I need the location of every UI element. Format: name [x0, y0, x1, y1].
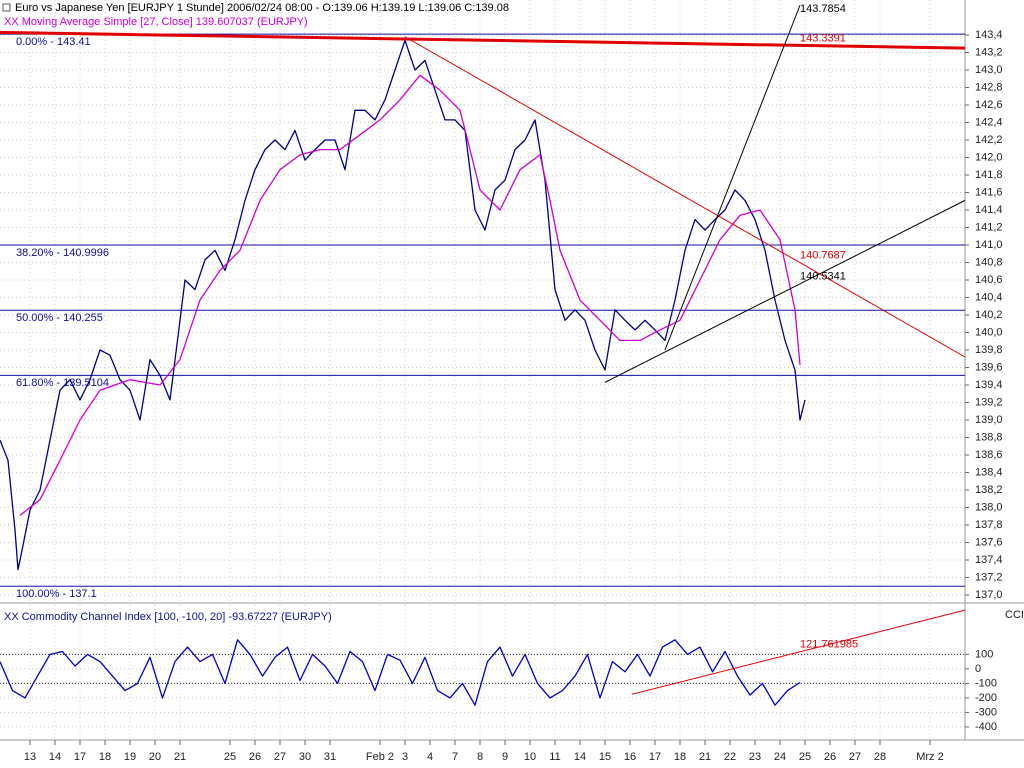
x-tick-label: 13 — [24, 751, 36, 763]
x-tick-label: 27 — [274, 751, 286, 763]
y-tick-label: 137,6 — [975, 536, 1003, 548]
x-tick-label: 28 — [874, 751, 886, 763]
trend-label: 143.3391 — [800, 32, 846, 44]
y-tick-label: 142,0 — [975, 151, 1003, 163]
y-tick-label: 142,4 — [975, 116, 1003, 128]
y-tick-label: 137,8 — [975, 519, 1003, 531]
x-tick-label: 21 — [699, 751, 711, 763]
x-tick-label: 30 — [299, 751, 311, 763]
y-tick-label: 140,2 — [975, 309, 1003, 321]
y-tick-label: -200 — [975, 692, 997, 704]
y-tick-label: 141,0 — [975, 239, 1003, 251]
x-tick-label: 25 — [799, 751, 811, 763]
y-tick-label: 138,6 — [975, 449, 1003, 461]
x-tick-label: 26 — [249, 751, 261, 763]
y-tick-label: 140,0 — [975, 326, 1003, 338]
y-tick-label: 141,2 — [975, 221, 1003, 233]
y-tick-label: 143,4 — [975, 29, 1003, 41]
x-tick-label: 16 — [624, 751, 636, 763]
x-tick-label: 14 — [49, 751, 61, 763]
y-tick-label: 142,6 — [975, 99, 1003, 111]
x-tick-label: 25 — [224, 751, 236, 763]
x-tick-label: Mrz 2 — [916, 751, 944, 763]
x-tick-label: 15 — [599, 751, 611, 763]
y-tick-label: 140,8 — [975, 256, 1003, 268]
y-tick-label: 142,2 — [975, 134, 1003, 146]
y-tick-label: 139,6 — [975, 361, 1003, 373]
trend-label: 140.7687 — [800, 250, 846, 262]
x-tick-label: 20 — [149, 751, 161, 763]
trend-line — [0, 30, 966, 50]
x-tick-label: 17 — [74, 751, 86, 763]
fib-label: 38.20% - 140.9996 — [16, 247, 109, 259]
series-line — [0, 39, 806, 571]
y-tick-label: 0 — [975, 663, 981, 675]
x-tick-label: 23 — [749, 751, 761, 763]
x-tick-label: 27 — [849, 751, 861, 763]
y-tick-label: 139,4 — [975, 379, 1003, 391]
y-tick-label: -300 — [975, 706, 997, 718]
y-tick-label: 139,2 — [975, 396, 1003, 408]
legend-entry: XX Moving Average Simple [27, Close] 139… — [4, 16, 308, 28]
y-tick-label: 140,6 — [975, 274, 1003, 286]
y-tick-label: 137,2 — [975, 571, 1003, 583]
trend-label: 121.761985 — [800, 639, 858, 651]
y-tick-label: 141,6 — [975, 186, 1003, 198]
x-tick-label: 8 — [477, 751, 483, 763]
y-tick-label: 138,0 — [975, 501, 1003, 513]
y-tick-label: 141,4 — [975, 204, 1003, 216]
y-tick-label: 143,2 — [975, 46, 1003, 58]
y-tick-label: 140,4 — [975, 291, 1003, 303]
x-tick-label: 24 — [774, 751, 786, 763]
chart-title: XX Commodity Channel Index [100, -100, 2… — [4, 611, 332, 623]
chart-title: Euro vs Japanese Yen [EURJPY 1 Stunde] 2… — [15, 2, 509, 14]
y-tick-label: 139,0 — [975, 414, 1003, 426]
y-axis-label: CCI — [1005, 609, 1024, 621]
x-tick-label: 26 — [824, 751, 836, 763]
fib-label: 61.80% - 139.5104 — [16, 377, 109, 389]
trend-line — [404, 36, 966, 358]
trend-line — [664, 5, 801, 351]
series-line — [0, 639, 801, 706]
y-tick-label: 137,4 — [975, 554, 1003, 566]
fib-label: 0.00% - 143.41 — [16, 36, 91, 48]
x-tick-label: 17 — [649, 751, 661, 763]
trend-label: 140.5341 — [800, 271, 846, 283]
x-tick-label: 9 — [502, 751, 508, 763]
x-tick-label: 3 — [402, 751, 408, 763]
x-tick-label: Feb 2 — [366, 751, 394, 763]
x-tick-label: 31 — [324, 751, 336, 763]
y-tick-label: -100 — [975, 677, 997, 689]
y-tick-label: 142,8 — [975, 81, 1003, 93]
x-tick-label: 18 — [674, 751, 686, 763]
y-tick-label: 139,8 — [975, 344, 1003, 356]
x-tick-label: 11 — [549, 751, 560, 763]
x-tick-label: 4 — [427, 751, 433, 763]
x-tick-label: 14 — [574, 751, 586, 763]
y-tick-label: 143,0 — [975, 64, 1003, 76]
y-tick-label: 100 — [975, 648, 993, 660]
series-line — [19, 74, 801, 516]
x-tick-label: 22 — [724, 751, 736, 763]
x-tick-label: 7 — [452, 751, 458, 763]
y-tick-label: 141,8 — [975, 169, 1003, 181]
y-tick-label: -400 — [975, 721, 997, 733]
x-tick-label: 21 — [174, 751, 186, 763]
trend-line — [604, 199, 966, 383]
y-tick-label: 137,0 — [975, 589, 1003, 601]
fib-label: 50.00% - 140.255 — [16, 312, 103, 324]
trend-label: 143.7854 — [800, 3, 846, 15]
y-tick-label: 138,2 — [975, 484, 1003, 496]
chart-icon — [2, 3, 11, 12]
y-tick-label: 138,4 — [975, 466, 1003, 478]
y-tick-label: 138,8 — [975, 431, 1003, 443]
trend-line — [631, 609, 966, 695]
fib-label: 100.00% - 137.1 — [16, 588, 97, 600]
x-tick-label: 10 — [524, 751, 536, 763]
x-tick-label: 18 — [99, 751, 111, 763]
x-tick-label: 19 — [124, 751, 136, 763]
